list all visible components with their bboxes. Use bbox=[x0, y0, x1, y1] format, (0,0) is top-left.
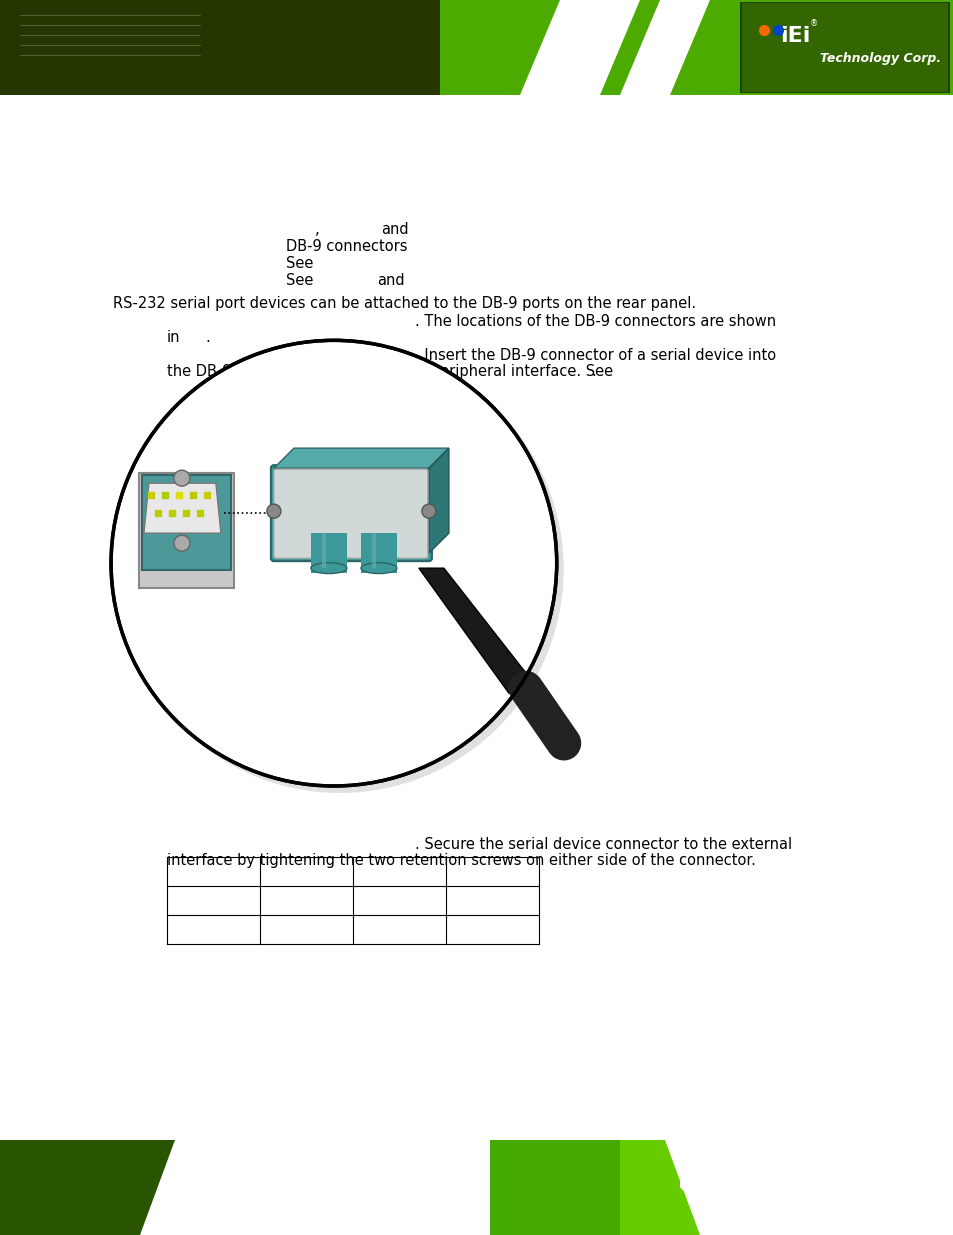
Text: in: in bbox=[167, 330, 180, 345]
Bar bbox=[0, 0, 953, 95]
Bar bbox=[741, 2, 947, 91]
Bar bbox=[740, 2, 949, 93]
Ellipse shape bbox=[360, 563, 396, 573]
Circle shape bbox=[173, 471, 190, 487]
Polygon shape bbox=[274, 448, 449, 468]
Bar bbox=[311, 534, 347, 573]
Bar bbox=[139, 473, 233, 588]
Bar bbox=[0, 0, 439, 95]
FancyBboxPatch shape bbox=[271, 466, 432, 561]
Text: the DB-9 connector on the external peripheral interface. See: the DB-9 connector on the external perip… bbox=[167, 363, 613, 379]
Polygon shape bbox=[144, 483, 221, 534]
Bar bbox=[0, 1140, 953, 1235]
Text: interface by tightening the two retention screws on either side of the connector: interface by tightening the two retentio… bbox=[167, 852, 755, 868]
Text: iEi® Technology Corp.: iEi® Technology Corp. bbox=[372, 322, 445, 443]
Polygon shape bbox=[180, 1140, 490, 1235]
Bar bbox=[439, 0, 953, 95]
Polygon shape bbox=[418, 568, 534, 693]
Text: and: and bbox=[376, 273, 404, 288]
Text: . Secure the serial device connector to the external: . Secure the serial device connector to … bbox=[415, 837, 791, 852]
Bar bbox=[619, 1140, 953, 1235]
Text: ®: ® bbox=[809, 20, 818, 28]
Text: and: and bbox=[381, 222, 409, 237]
Polygon shape bbox=[519, 0, 639, 95]
Bar bbox=[439, 0, 953, 95]
Circle shape bbox=[116, 346, 563, 793]
Bar bbox=[142, 475, 231, 571]
Bar bbox=[0, 1140, 479, 1235]
Text: RS-232 serial port devices can be attached to the DB-9 ports on the rear panel.: RS-232 serial port devices can be attach… bbox=[112, 295, 695, 311]
Circle shape bbox=[421, 504, 436, 519]
Circle shape bbox=[111, 341, 557, 785]
Text: DB-9 connectors: DB-9 connectors bbox=[286, 240, 407, 254]
Text: .: . bbox=[205, 330, 210, 345]
Polygon shape bbox=[619, 0, 709, 95]
Polygon shape bbox=[210, 1142, 450, 1207]
Ellipse shape bbox=[311, 563, 347, 573]
Text: ,: , bbox=[314, 222, 319, 237]
Text: .: . bbox=[591, 363, 596, 379]
Text: . Insert the DB-9 connector of a serial device into: . Insert the DB-9 connector of a serial … bbox=[415, 348, 776, 363]
Circle shape bbox=[267, 504, 280, 519]
Polygon shape bbox=[429, 448, 449, 553]
Text: Technology Corp.: Technology Corp. bbox=[820, 52, 941, 65]
FancyBboxPatch shape bbox=[274, 469, 428, 558]
Polygon shape bbox=[140, 1140, 459, 1235]
Circle shape bbox=[173, 535, 190, 551]
Text: See: See bbox=[286, 273, 314, 288]
Text: See: See bbox=[286, 256, 314, 270]
Text: iEi: iEi bbox=[780, 26, 809, 46]
Text: . The locations of the DB-9 connectors are shown: . The locations of the DB-9 connectors a… bbox=[415, 315, 776, 330]
Polygon shape bbox=[679, 1142, 953, 1207]
Polygon shape bbox=[664, 1140, 953, 1235]
Bar bbox=[360, 534, 396, 573]
